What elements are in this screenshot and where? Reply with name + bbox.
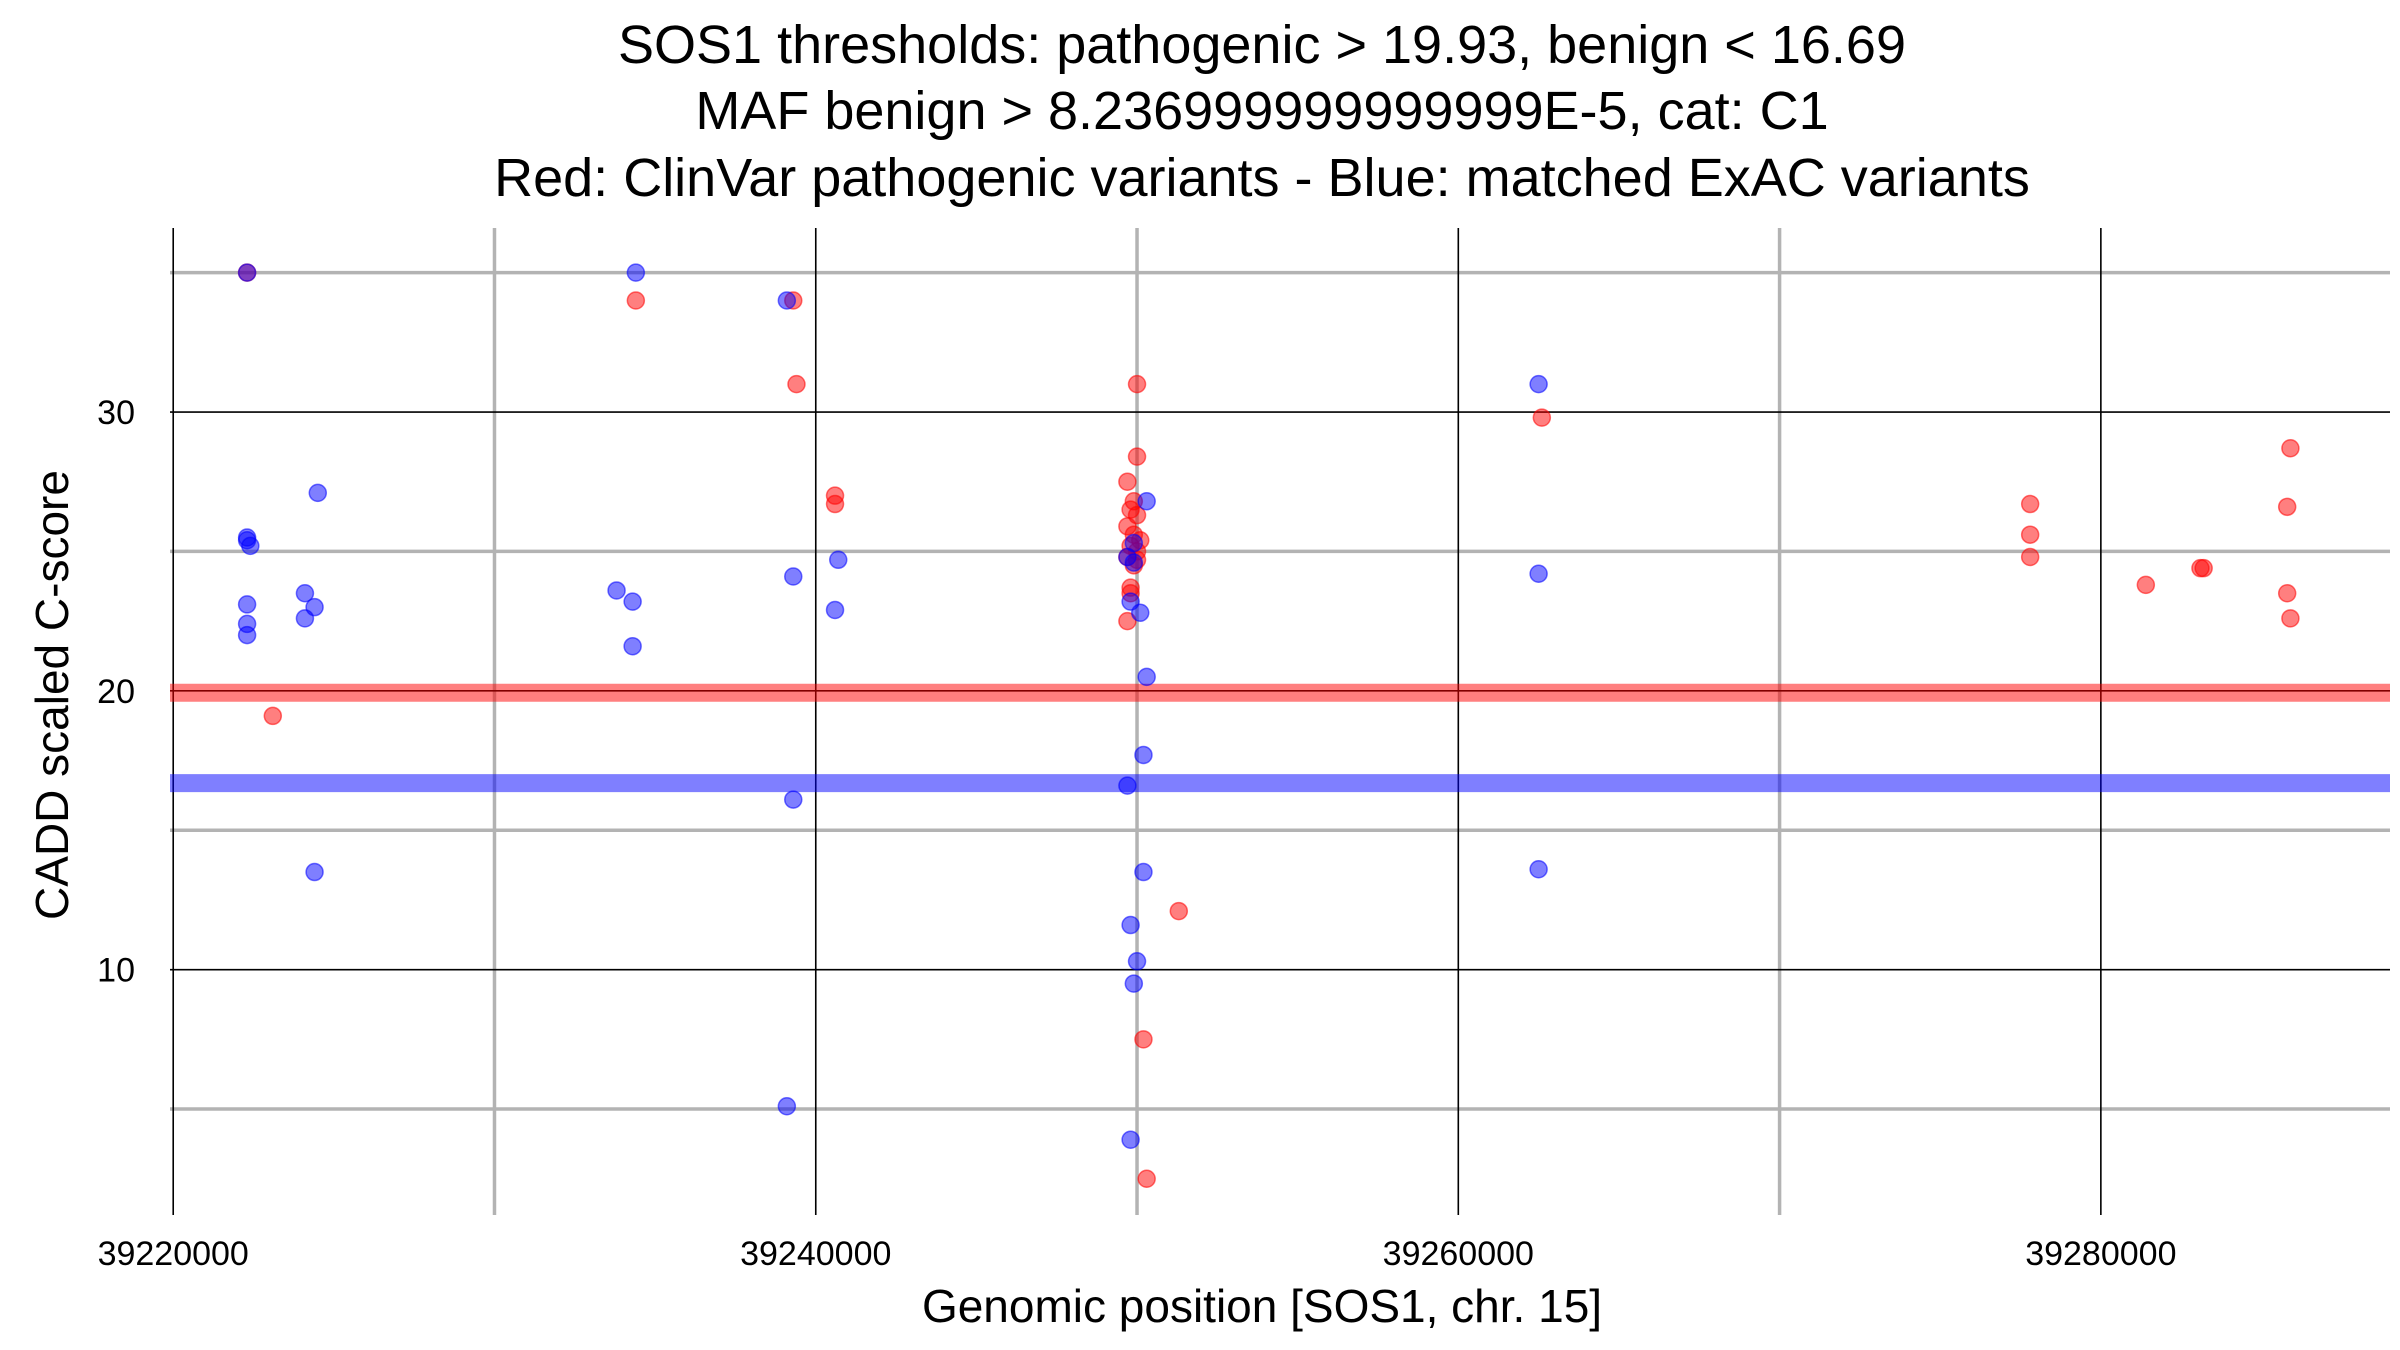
- clinvar-pathogenic-point: [626, 291, 646, 310]
- exac-variant-point: [295, 609, 315, 628]
- exac-variant-point: [1134, 745, 1153, 765]
- exac-variant-point: [1127, 952, 1147, 971]
- clinvar-pathogenic-point: [825, 494, 845, 514]
- exac-variant-point: [623, 636, 642, 656]
- clinvar-pathogenic-point: [1127, 447, 1147, 466]
- clinvar-pathogenic-point: [1137, 1169, 1156, 1189]
- clinvar-pathogenic-point: [1118, 472, 1137, 491]
- title-line-1: SOS1 thresholds: pathogenic > 19.93, ben…: [618, 15, 1906, 75]
- data-points: [237, 263, 2300, 1189]
- title-line-3: Red: ClinVar pathogenic variants - Blue:…: [494, 148, 2030, 208]
- exac-variant-point: [308, 483, 328, 503]
- exac-variant-point: [305, 862, 324, 882]
- exac-variant-point: [1124, 974, 1144, 993]
- clinvar-pathogenic-point: [2277, 583, 2297, 603]
- exac-variant-point: [623, 592, 642, 611]
- y-axis-title: CADD scaled C-score: [26, 470, 78, 920]
- clinvar-pathogenic-point: [2020, 494, 2040, 514]
- exac-variant-point: [784, 567, 803, 586]
- x-tick-label: 39240000: [740, 1235, 891, 1273]
- exac-variant-point: [777, 1097, 797, 1116]
- x-tick-label: 39280000: [2025, 1235, 2176, 1273]
- clinvar-pathogenic-point: [2281, 439, 2300, 458]
- exac-variant-point: [626, 263, 646, 282]
- clinvar-pathogenic-point: [787, 374, 806, 394]
- major-gridlines: [170, 228, 2390, 1215]
- clinvar-pathogenic-point: [2281, 609, 2300, 628]
- chart-title: SOS1 thresholds: pathogenic > 19.93, ben…: [494, 15, 2030, 208]
- exac-variant-point: [295, 583, 315, 603]
- y-tick-label: 10: [97, 952, 135, 990]
- clinvar-pathogenic-point: [263, 706, 283, 726]
- clinvar-pathogenic-point: [1169, 901, 1189, 921]
- clinvar-pathogenic-point: [1127, 374, 1147, 394]
- x-tick-label: 39220000: [98, 1235, 249, 1273]
- x-axis-title: Genomic position [SOS1, chr. 15]: [922, 1280, 1602, 1332]
- exac-variant-point: [1134, 862, 1153, 882]
- exac-variant-point: [237, 595, 257, 614]
- clinvar-pathogenic-point: [1118, 611, 1137, 631]
- x-tick-label: 39260000: [1383, 1235, 1534, 1273]
- exac-variant-point: [241, 536, 260, 556]
- exac-variant-point: [1130, 603, 1150, 623]
- exac-variant-point: [1529, 564, 1548, 583]
- title-line-2: MAF benign > 8.236999999999999E-5, cat: …: [695, 81, 1828, 141]
- exac-variant-point: [607, 581, 626, 600]
- minor-gridlines: [170, 228, 2390, 1215]
- exac-variant-point: [784, 790, 803, 809]
- exac-variant-point: [1124, 553, 1144, 572]
- exac-variant-point: [1137, 667, 1156, 687]
- exac-variant-point: [1529, 374, 1548, 394]
- exac-variant-point: [828, 550, 848, 570]
- exac-variant-point: [777, 291, 797, 310]
- exac-variant-point: [1121, 1130, 1140, 1149]
- clinvar-pathogenic-point: [2277, 497, 2297, 517]
- y-tick-label: 30: [97, 394, 135, 432]
- threshold-lines: [170, 683, 2390, 793]
- x-axis-tick-labels: 39220000 39240000 39260000 39280000: [98, 1235, 2177, 1273]
- exac-variant-point: [1529, 860, 1548, 879]
- clinvar-pathogenic-point: [2194, 558, 2213, 578]
- exac-variant-point: [1137, 491, 1156, 511]
- y-axis-tick-labels: 10 20 30: [97, 394, 135, 990]
- exac-variant-point: [1121, 915, 1140, 935]
- clinvar-pathogenic-point: [1134, 1030, 1153, 1049]
- clinvar-pathogenic-point: [2136, 575, 2156, 595]
- exac-variant-point: [825, 600, 845, 620]
- exac-variant-point: [237, 263, 257, 282]
- clinvar-pathogenic-point: [2020, 525, 2040, 544]
- exac-variant-point: [237, 625, 257, 645]
- exac-variant-point: [1118, 776, 1137, 795]
- y-tick-label: 20: [97, 673, 135, 711]
- clinvar-pathogenic-point: [2020, 547, 2040, 567]
- clinvar-pathogenic-point: [1532, 408, 1552, 427]
